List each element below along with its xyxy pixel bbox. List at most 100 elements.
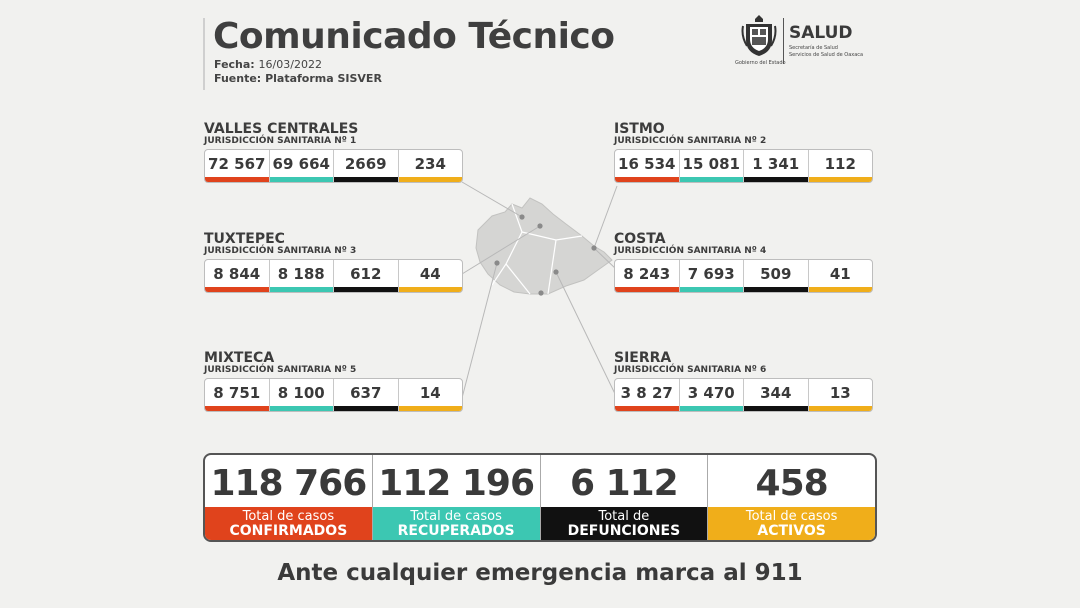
- total-deaths-label: Total de DEFUNCIONES: [540, 507, 708, 540]
- recovered-cell: 15 081: [679, 150, 744, 182]
- active-value: 13: [829, 384, 851, 402]
- active-cell: 234: [398, 150, 462, 182]
- region-name: TUXTEPEC: [204, 231, 285, 247]
- leader-lines: [461, 181, 618, 399]
- region-jurisdiction: JURISDICCIÓN SANITARIA Nº 3: [204, 246, 357, 256]
- confirmed-cell: 3 8 27: [615, 379, 680, 411]
- recovered-value: 7 693: [687, 265, 735, 283]
- active-value: 14: [419, 384, 441, 402]
- total-label-line2: ACTIVOS: [757, 523, 826, 539]
- page-title: Comunicado Técnico: [213, 16, 615, 57]
- emergency-footer: Ante cualquier emergencia marca al 911: [277, 560, 803, 586]
- total-label-line1: Total de casos: [410, 509, 502, 524]
- region-name: SIERRA: [614, 350, 672, 366]
- recovered-value: 15 081: [682, 155, 740, 173]
- active-value: 234: [414, 155, 446, 173]
- total-recovered: 112 196 Total de casos RECUPERADOS: [372, 455, 541, 540]
- active-cell: 13: [808, 379, 872, 411]
- total-label-line2: DEFUNCIONES: [567, 523, 681, 539]
- total-label-line2: CONFIRMADOS: [229, 523, 348, 539]
- logo-divider: [783, 18, 784, 64]
- region-tuxtepec: TUXTEPEC JURISDICCIÓN SANITARIA Nº 3 8 8…: [204, 232, 464, 293]
- active-value: 41: [829, 265, 851, 283]
- deaths-value: 2669: [344, 155, 387, 173]
- confirmed-cell: 72 567: [205, 150, 270, 182]
- active-cell: 14: [398, 379, 462, 411]
- source-label: Fuente:: [214, 72, 262, 85]
- region-stats: 8 844 8 188 612 44: [204, 259, 463, 293]
- region-jurisdiction: JURISDICCIÓN SANITARIA Nº 2: [614, 136, 767, 146]
- confirmed-cell: 8 844: [205, 260, 270, 292]
- total-recovered-label: Total de casos RECUPERADOS: [372, 507, 540, 540]
- region-valles-centrales: VALLES CENTRALES JURISDICCIÓN SANITARIA …: [204, 122, 464, 183]
- region-name: VALLES CENTRALES: [204, 121, 359, 137]
- total-confirmed-value: 118 766: [210, 463, 367, 504]
- region-name: COSTA: [614, 231, 666, 247]
- deaths-cell: 2669: [334, 150, 399, 182]
- state-seal-icon: [741, 15, 777, 56]
- region-jurisdiction: JURISDICCIÓN SANITARIA Nº 6: [614, 365, 767, 375]
- active-cell: 112: [808, 150, 872, 182]
- deaths-value: 637: [350, 384, 382, 402]
- recovered-cell: 3 470: [679, 379, 744, 411]
- region-mixteca: MIXTECA JURISDICCIÓN SANITARIA Nº 5 8 75…: [204, 351, 464, 412]
- region-stats: 72 567 69 664 2669 234: [204, 149, 463, 183]
- deaths-cell: 1 341: [744, 150, 809, 182]
- region-jurisdiction: JURISDICCIÓN SANITARIA Nº 1: [204, 136, 357, 146]
- logo-name: SALUD: [789, 23, 853, 43]
- total-label-line2: RECUPERADOS: [397, 523, 515, 539]
- region-stats: 16 534 15 081 1 341 112: [614, 149, 873, 183]
- confirmed-cell: 16 534: [615, 150, 680, 182]
- active-value: 44: [419, 265, 441, 283]
- total-label-line1: Total de casos: [242, 509, 335, 524]
- total-deaths: 6 112 Total de DEFUNCIONES: [540, 455, 709, 540]
- active-cell: 41: [808, 260, 872, 292]
- logo-subtitle-2: Servicios de Salud de Oaxaca: [789, 52, 864, 58]
- deaths-cell: 612: [334, 260, 399, 292]
- recovered-value: 8 188: [277, 265, 325, 283]
- confirmed-value: 3 8 27: [620, 384, 673, 402]
- total-label-line1: Total de: [598, 509, 650, 524]
- deaths-value: 612: [350, 265, 382, 283]
- region-stats: 8 751 8 100 637 14: [204, 378, 463, 412]
- total-confirmed: 118 766 Total de casos CONFIRMADOS: [205, 455, 373, 540]
- deaths-value: 344: [760, 384, 792, 402]
- map-silhouette: [475, 197, 613, 295]
- active-cell: 44: [398, 260, 462, 292]
- total-active: 458 Total de casos ACTIVOS: [708, 455, 875, 540]
- recovered-cell: 8 100: [269, 379, 334, 411]
- recovered-value: 69 664: [272, 155, 330, 173]
- confirmed-value: 72 567: [208, 155, 266, 173]
- deaths-value: 1 341: [752, 155, 800, 173]
- date-label: Fecha:: [214, 58, 255, 71]
- confirmed-value: 8 243: [623, 265, 671, 283]
- logo-subtitle: Secretaría de Salud: [789, 45, 838, 51]
- total-deaths-value: 6 112: [570, 463, 679, 504]
- recovered-cell: 7 693: [679, 260, 744, 292]
- total-recovered-value: 112 196: [378, 463, 535, 504]
- recovered-value: 8 100: [277, 384, 325, 402]
- region-jurisdiction: JURISDICCIÓN SANITARIA Nº 5: [204, 365, 357, 375]
- deaths-cell: 344: [744, 379, 809, 411]
- confirmed-cell: 8 751: [205, 379, 270, 411]
- recovered-cell: 8 188: [269, 260, 334, 292]
- deaths-cell: 637: [334, 379, 399, 411]
- deaths-cell: 509: [744, 260, 809, 292]
- confirmed-value: 8 844: [213, 265, 261, 283]
- total-active-value: 458: [755, 463, 829, 504]
- map-points: [494, 214, 597, 296]
- total-confirmed-label: Total de casos CONFIRMADOS: [205, 507, 372, 540]
- logo-gov-text: Gobierno del Estado: [735, 60, 786, 66]
- region-stats: 3 8 27 3 470 344 13: [614, 378, 873, 412]
- total-label-line1: Total de casos: [745, 509, 838, 524]
- report-date: Fecha: 16/03/2022: [214, 58, 322, 71]
- source-value: Plataforma SISVER: [265, 72, 382, 85]
- salud-logo: Gobierno del Estado SALUD Secretaría de …: [735, 14, 865, 68]
- region-costa: COSTA JURISDICCIÓN SANITARIA Nº 4 8 243 …: [614, 232, 874, 293]
- map-region-borders: [491, 203, 583, 295]
- region-name: ISTMO: [614, 121, 665, 137]
- recovered-cell: 69 664: [269, 150, 334, 182]
- confirmed-value: 16 534: [618, 155, 676, 173]
- date-value: 16/03/2022: [258, 58, 322, 71]
- title-rule: [203, 18, 205, 90]
